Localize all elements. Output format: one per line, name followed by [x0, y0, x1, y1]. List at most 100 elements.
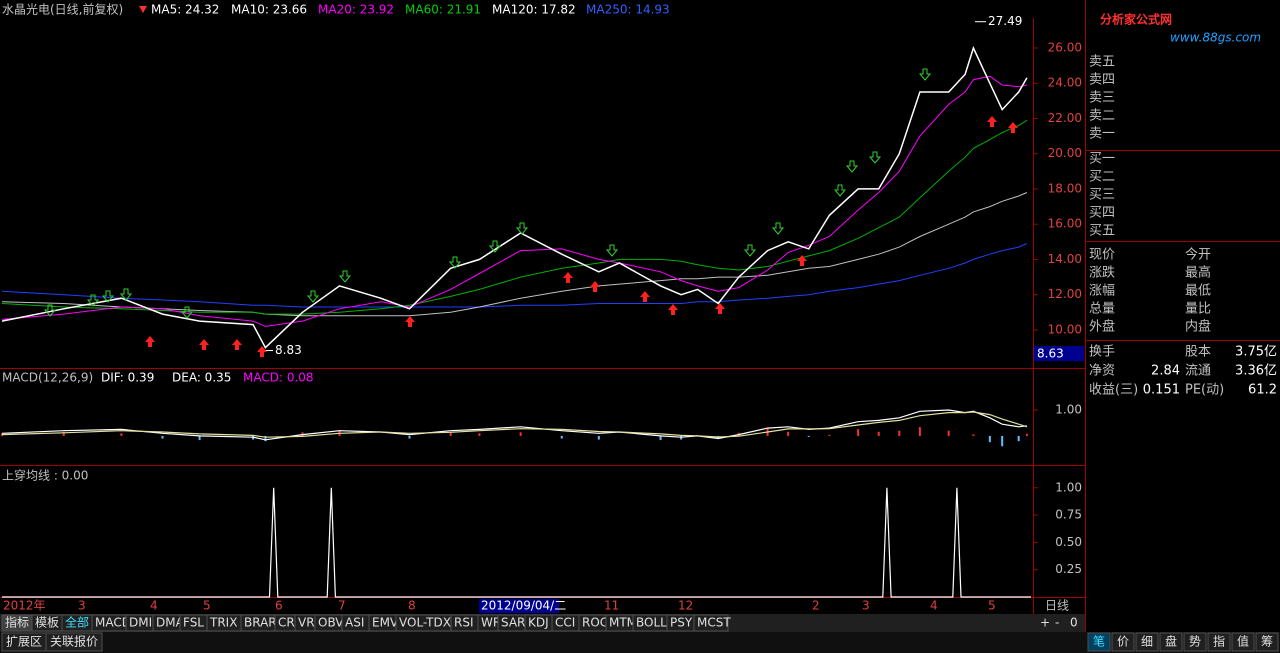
zoom-button[interactable]: + [1040, 616, 1050, 630]
indicator-tab-label[interactable]: PSY [670, 616, 693, 630]
fund-label: 流通 [1185, 364, 1211, 379]
side-tab-label[interactable]: 势 [1189, 635, 1201, 649]
zoom-button[interactable]: 0 [1070, 616, 1078, 630]
ma-legend: MA120: 17.82 [492, 3, 576, 17]
date-label: 4 [150, 599, 158, 613]
fund-label: 股本 [1185, 345, 1211, 360]
series-line [1, 243, 1028, 308]
indicator-tab-label[interactable]: OBV [318, 616, 344, 630]
quote-label: 涨跌 [1089, 265, 1115, 281]
date-label: 4 [930, 599, 938, 613]
stock-title: 水晶光电(日线,前复权) [2, 2, 123, 17]
fund-label: 收益(三) [1089, 383, 1138, 398]
fund-label: 净资 [1089, 364, 1115, 379]
ma-legend: MA250: 14.93 [586, 3, 670, 17]
fund-value: 2.84 [1151, 364, 1180, 379]
macd-legend: MACD: 0.08 [243, 371, 314, 385]
signal-arrow-down [833, 184, 847, 197]
indicator-tab-label[interactable]: BOLL [636, 616, 667, 630]
indicator-tab-label[interactable]: 全部 [65, 615, 89, 630]
indicator-tab-label[interactable]: 指标 [5, 615, 29, 630]
side-tab-label[interactable]: 指 [1213, 634, 1225, 649]
orderbook-label: 卖二 [1089, 109, 1115, 124]
ma-legend: MA60: 21.91 [405, 3, 481, 17]
side-tab[interactable] [1183, 632, 1207, 652]
fund-value: 0.151 [1143, 383, 1180, 398]
side-tab[interactable] [1255, 632, 1279, 652]
signal-arrow-up [668, 304, 678, 315]
signal-arrow-down [338, 270, 352, 283]
y-tick-label: 18.00 [1048, 181, 1082, 195]
quote-label: 现价 [1089, 248, 1115, 263]
series-line [2, 487, 1031, 598]
orderbook-label: 买五 [1089, 224, 1115, 239]
signal-arrow-down [119, 288, 133, 301]
indicator-tab-label[interactable]: EMV [372, 616, 399, 630]
side-tab[interactable] [1231, 632, 1255, 652]
side-tab-label[interactable]: 值 [1237, 634, 1249, 649]
indicator-tab-label[interactable]: BRAR [244, 616, 277, 630]
indicator-tab-label[interactable]: KDJ [528, 616, 549, 630]
signal-arrow-up [563, 272, 573, 283]
date-label: 11 [604, 599, 619, 613]
date-label: 3 [862, 599, 870, 613]
side-tab-label[interactable]: 细 [1141, 635, 1153, 649]
indicator-tab-label[interactable]: MCST [697, 616, 731, 630]
side-tab-label[interactable]: 笔 [1093, 634, 1105, 649]
indicator-tab-label[interactable]: WR [481, 616, 501, 630]
indicator-tab-label[interactable]: VR [298, 616, 315, 630]
quote-label: 涨幅 [1089, 284, 1115, 299]
indicator-tab-label[interactable]: 模板 [35, 616, 59, 630]
signal-arrow-up [987, 116, 997, 127]
signal-arrow-down [448, 256, 462, 269]
date-label: 5 [203, 599, 211, 613]
indicator-tab-label[interactable]: VOL-TDX [399, 616, 451, 630]
side-tab[interactable] [1087, 632, 1111, 652]
indicator-tab[interactable] [693, 614, 729, 632]
side-tab-label[interactable]: 筹 [1261, 635, 1273, 649]
zoom-button[interactable]: - [1055, 616, 1059, 630]
signal-arrow-down [845, 160, 859, 173]
indicator-tab-label[interactable]: ASI [345, 616, 364, 630]
date-label: 6 [275, 599, 283, 613]
side-tab[interactable] [1207, 632, 1231, 652]
indicator-tab-label[interactable]: DMA [156, 616, 185, 630]
signal-arrow-down [868, 151, 882, 164]
signal-arrow-up [257, 346, 267, 357]
indicator-tab-label[interactable]: SAR [501, 616, 525, 630]
indicator-tab-label[interactable]: CR [278, 616, 295, 630]
logo: 分析家公式网 [1100, 12, 1172, 27]
y-tick-label: 26.00 [1048, 40, 1082, 54]
date-label: 7 [338, 599, 346, 613]
bottom-tab-label[interactable]: 扩展区 [6, 635, 42, 649]
indicator-tab-label[interactable]: TRIX [209, 616, 237, 630]
bottom-tab[interactable] [45, 632, 103, 652]
indicator-tab-label[interactable]: MACD [95, 616, 131, 630]
side-tab[interactable] [1159, 632, 1183, 652]
side-tab-label[interactable]: 价 [1117, 635, 1129, 649]
side-tab-label[interactable]: 盘 [1165, 634, 1177, 649]
indicator-tab-label[interactable]: RSI [454, 616, 474, 630]
selected-date: 2012/09/04/二 [481, 599, 566, 613]
bottom-tab-label[interactable]: 关联报价 [50, 634, 98, 649]
side-tab[interactable] [1111, 632, 1135, 652]
signal-arrow-up [640, 291, 650, 302]
indicator-tab-label[interactable]: DMI [129, 616, 152, 630]
quote-label: 最低 [1185, 284, 1211, 299]
y-tick-label: 0.25 [1055, 562, 1082, 576]
bottom-bar [0, 632, 1280, 653]
series-line [1, 411, 1028, 438]
indicator-tab-label[interactable]: ROC [582, 616, 608, 630]
signal-arrow-down [180, 306, 194, 319]
date-label: 3 [78, 599, 86, 613]
side-tab[interactable] [1135, 632, 1159, 652]
y-tick-label: 14.00 [1048, 252, 1082, 266]
series-line [1, 119, 1028, 315]
indicator-tab-label[interactable]: FSL [183, 616, 204, 630]
signal-arrow-up [1008, 122, 1018, 133]
indicator-tab-label[interactable]: MTM [609, 616, 637, 630]
date-label: 5 [988, 599, 996, 613]
macd-legend: DEA: 0.35 [172, 371, 231, 385]
indicator-tab-label[interactable]: CCI [555, 616, 575, 630]
